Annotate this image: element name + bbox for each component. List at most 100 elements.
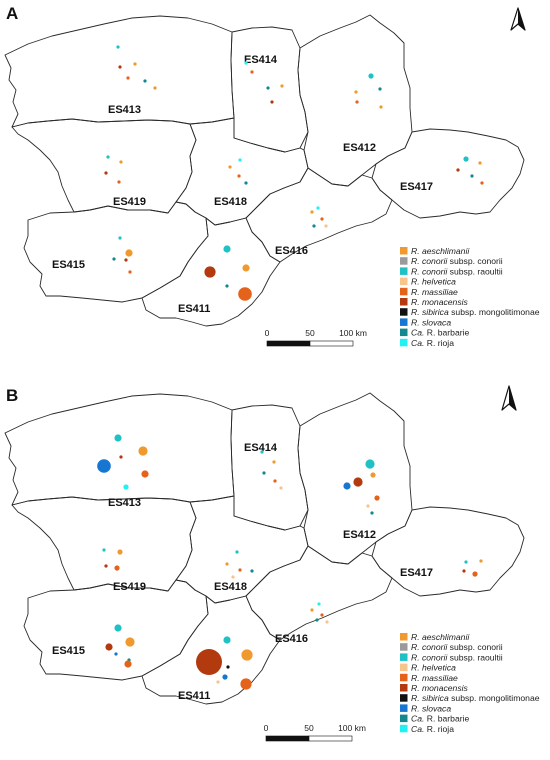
point-es414-aeschlimanii: [280, 84, 284, 88]
point-es415-raoultii: [114, 624, 122, 632]
scale-label-0: 0: [264, 723, 269, 733]
point-es411-raoultii: [223, 245, 231, 253]
point-es412-barbarie: [378, 87, 382, 91]
legend-swatch: [400, 277, 408, 286]
point-es412-aeschlimanii: [354, 90, 358, 94]
legend-swatch: [400, 653, 408, 661]
point-es414-aeschlimanii: [272, 460, 276, 464]
point-es414-barbarie: [262, 471, 266, 475]
legend-swatch: [400, 673, 408, 682]
point-es418-barbarie: [244, 181, 248, 185]
region-es419: [11, 118, 197, 214]
legend-item-aeschlimanii: R. aeschlimanii: [400, 246, 470, 256]
legend-swatch: [400, 704, 408, 712]
legend-label: Ca. R. rioja: [411, 338, 454, 348]
point-es415-monacensis: [105, 643, 113, 651]
point-es418-aeschlimanii: [225, 562, 229, 566]
point-es418-raoultii: [235, 550, 239, 554]
point-es411-monacensis: [196, 649, 222, 675]
region-label-es411: ES411: [178, 690, 210, 702]
legend-swatch: [400, 247, 408, 255]
point-es413-massiliae: [141, 470, 149, 478]
region-label-es418: ES418: [214, 196, 247, 208]
region-es412: [297, 14, 413, 187]
legend-item-barbarie: Ca. R. barbarie: [400, 714, 469, 724]
point-es418-aeschlimanii: [228, 165, 232, 169]
legend-swatch: [400, 267, 408, 275]
point-es413-raoultii: [114, 434, 122, 442]
point-es417-raoultii: [464, 560, 468, 564]
point-es413-rioja: [123, 484, 129, 490]
scale-label-50: 50: [304, 723, 314, 733]
legend-item-rioja: Ca. R. rioja: [400, 724, 454, 734]
point-es411-aeschlimanii: [242, 264, 250, 272]
point-es417-massiliae: [472, 571, 478, 577]
point-es414-rioja: [244, 61, 248, 65]
legend-label: R. massiliae: [411, 287, 458, 297]
scale-bar: 0 50 100 km: [265, 328, 367, 347]
legend-item-aeschlimanii: R. aeschlimanii: [400, 632, 470, 642]
region-label-es412: ES412: [343, 529, 376, 541]
legend-item-barbarie: Ca. R. barbarie: [400, 328, 469, 338]
region-es419: [11, 496, 197, 592]
point-es412-massiliae: [374, 495, 380, 501]
point-es418-rioja: [238, 158, 242, 162]
point-es416-helvetica: [324, 224, 328, 228]
point-es419-massiliae: [117, 180, 121, 184]
region-label-es411: ES411: [178, 303, 210, 315]
region-label-es414: ES414: [244, 54, 278, 66]
legend-swatch: [400, 684, 408, 692]
point-es411-helvetica: [216, 680, 220, 684]
scale-label-100: 100 km: [338, 723, 366, 733]
point-es415-raoultii: [118, 236, 122, 240]
point-es417-massiliae: [480, 181, 484, 185]
point-es415-massiliae: [128, 270, 132, 274]
region-label-es415: ES415: [52, 645, 85, 657]
point-es419-monacensis: [104, 171, 108, 175]
legend-swatch: [400, 714, 408, 723]
legend-label: Ca. R. rioja: [411, 724, 454, 734]
legend-label: R. monacensis: [411, 297, 469, 307]
point-es414-massiliae: [250, 70, 254, 74]
legend-swatch: [400, 643, 408, 651]
region-es411: [141, 595, 281, 705]
legend-label: R. aeschlimanii: [411, 632, 470, 642]
occurrence-points: [97, 434, 483, 690]
region-label-es412: ES412: [343, 142, 376, 154]
region-label-es413: ES413: [108, 497, 141, 509]
legend-label: R. massiliae: [411, 673, 458, 683]
north-arrow-icon: [510, 7, 526, 31]
region-labels: ES413 ES414 ES412 ES419 ES418 ES417 ES41…: [52, 54, 433, 315]
point-es416-aeschlimanii: [310, 608, 314, 612]
legend-swatch: [400, 633, 408, 641]
region-label-es414: ES414: [244, 442, 278, 454]
point-es419-raoultii: [102, 548, 106, 552]
legend-swatch: [400, 318, 408, 326]
region-label-es417: ES417: [400, 181, 433, 193]
point-es417-monacensis: [456, 168, 460, 172]
region-es416: [245, 167, 393, 263]
point-es412-helvetica: [366, 504, 370, 508]
region-es413: [4, 393, 235, 506]
point-es412-aeschlimanii: [370, 472, 376, 478]
panel-b: B ES413 ES414 ES412 ES419 ES418 ES417 ES…: [4, 385, 540, 742]
point-es418-helvetica: [231, 575, 235, 579]
region-es411: [141, 217, 281, 327]
point-es418-massiliae: [238, 568, 242, 572]
legend-label: R. helvetica: [411, 663, 456, 673]
point-es411-barbarie: [225, 284, 229, 288]
map-outline: [4, 14, 525, 327]
legend-swatch: [400, 308, 408, 316]
point-es414-raoultii: [260, 450, 264, 454]
legend-item-raoultii: R. conorii subsp. raoultii: [400, 652, 503, 662]
scale-label-50: 50: [305, 328, 315, 338]
map-outline: [4, 392, 525, 705]
point-es413-slovaca: [97, 459, 111, 473]
legend-label: Ca. R. barbarie: [411, 714, 469, 724]
legend-item-massiliae: R. massiliae: [400, 287, 458, 297]
region-es418: [175, 117, 309, 226]
scale-bar: 0 50 100 km: [264, 723, 366, 742]
